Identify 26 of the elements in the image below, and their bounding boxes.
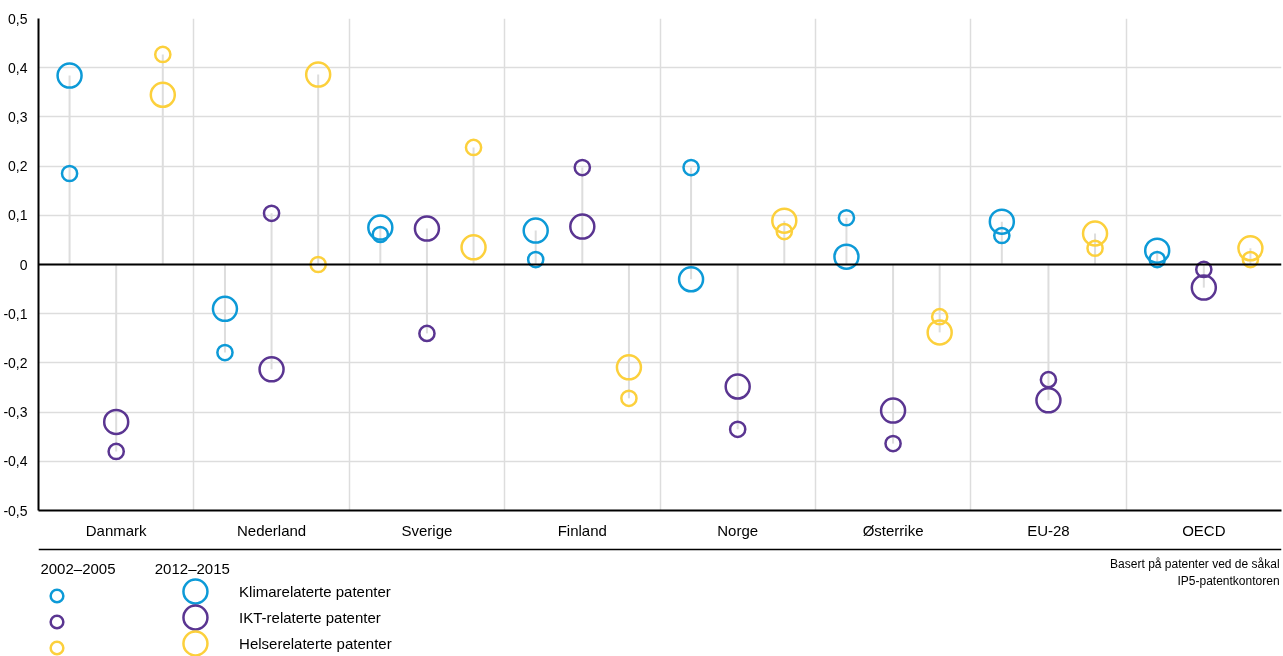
y-tick-label: 0,4 [8, 59, 28, 76]
y-tick-label: -0,2 [3, 354, 28, 371]
y-tick-label: 0,5 [8, 10, 28, 27]
y-tick-label: 0,3 [8, 108, 28, 125]
x-tick-label: Finland [557, 521, 607, 539]
legend-label: IKT-relaterte patenter [239, 609, 381, 626]
y-tick-label: -0,3 [3, 404, 28, 421]
x-tick-label: Norge [717, 521, 759, 539]
x-tick-label: Danmark [85, 521, 148, 539]
x-tick-label: EU-28 [1027, 521, 1070, 539]
y-tick-label: 0,2 [8, 158, 28, 175]
x-tick-label: Nederland [236, 521, 307, 539]
text: IP5-patentkontoren [1177, 573, 1280, 588]
text: 2012–2015 [154, 560, 230, 577]
legend-label: Helserelaterte patenter [239, 635, 392, 652]
x-tick-label: Østerrike [862, 521, 924, 539]
y-tick-label: -0,5 [3, 502, 28, 519]
text: Basert på patenter ved de såkal [1110, 556, 1280, 571]
x-tick-label: Sverige [401, 521, 453, 539]
y-tick-label: -0,1 [3, 305, 28, 322]
x-tick-label: OECD [1182, 521, 1226, 539]
y-tick-label: 0 [19, 256, 28, 273]
text: 2002–2005 [40, 560, 116, 577]
y-tick-label: 0,1 [8, 207, 28, 224]
y-tick-label: -0,4 [3, 453, 28, 470]
legend-label: Klimarelaterte patenter [239, 583, 391, 600]
